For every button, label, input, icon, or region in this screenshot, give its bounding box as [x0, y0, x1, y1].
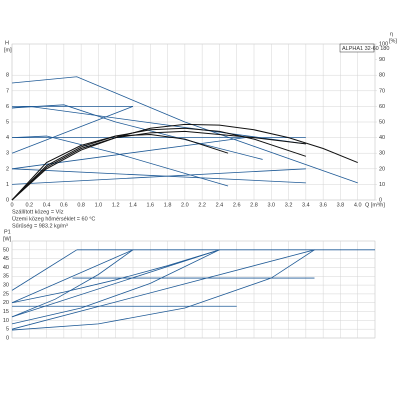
- y2-tick-label: 90: [379, 57, 385, 63]
- x-tick-label: 0.8: [77, 202, 85, 208]
- plot-area: [11, 240, 376, 339]
- y2-tick-label: 80: [379, 73, 385, 79]
- note: Szállított közeg = Víz: [12, 209, 64, 215]
- y-label: P1: [4, 229, 11, 235]
- curve: [11, 168, 306, 185]
- x-tick-label: 0: [10, 202, 13, 208]
- x-tick-label: 3.8: [337, 202, 345, 208]
- y2-tick-label: 70: [379, 88, 385, 94]
- y-unit: [W]: [3, 236, 12, 242]
- curve: [11, 249, 220, 325]
- y-tick-label: 40: [3, 265, 9, 271]
- y-tick-label: 7: [6, 88, 9, 94]
- curve: [11, 106, 134, 154]
- x-tick-label: 1.4: [129, 202, 137, 208]
- curve: [11, 123, 358, 201]
- y2-tick-label: 40: [379, 135, 385, 141]
- y-unit: [m]: [4, 47, 12, 53]
- curve: [11, 105, 306, 145]
- curve: [11, 249, 315, 330]
- x-tick-label: 0.2: [25, 202, 33, 208]
- x-tick-label: 1.6: [146, 202, 154, 208]
- y-tick-label: 4: [6, 135, 9, 141]
- x-tick-label: 1.2: [112, 202, 120, 208]
- x-tick-label: 2.4: [216, 202, 224, 208]
- note: Sűrűség = 983.2 kg/m³: [12, 223, 68, 229]
- y-tick-label: 8: [6, 73, 9, 79]
- y2-tick-label: 60: [379, 104, 385, 110]
- note: Üzemi közeg hőmérséklet = 60 °C: [12, 215, 95, 222]
- y2-tick-label: 0: [379, 197, 382, 203]
- x-tick-label: 3.4: [302, 202, 310, 208]
- y-tick-label: 30: [3, 283, 9, 289]
- x-tick-label: 2.2: [198, 202, 206, 208]
- y-tick-label: 0: [6, 197, 9, 203]
- curve: [11, 249, 220, 304]
- x-tick-label: 3.0: [267, 202, 275, 208]
- y-tick-label: 5: [6, 327, 9, 333]
- x-tick-label: 3.2: [285, 202, 293, 208]
- x-tick-label: 2.0: [181, 202, 189, 208]
- y-tick-label: 6: [6, 104, 9, 110]
- y-label: H: [5, 40, 9, 46]
- y-tick-label: 1: [6, 182, 9, 188]
- x-tick-label: 4.0: [354, 202, 362, 208]
- y-tick-label: 45: [3, 256, 9, 262]
- y2-tick-label: 50: [379, 119, 385, 125]
- curve: [11, 249, 315, 331]
- x-tick-label: 0.4: [43, 202, 51, 208]
- title-box: [339, 43, 375, 53]
- chart-title: ALPHA1 32-60 180: [342, 46, 389, 52]
- curve: [11, 249, 134, 304]
- curve: [11, 135, 229, 187]
- curve: [11, 249, 220, 318]
- x-tick-label: 3.6: [319, 202, 327, 208]
- y-tick-label: 20: [3, 300, 9, 306]
- curve: [11, 133, 229, 201]
- x-tick-label: 2.6: [233, 202, 241, 208]
- y-tick-label: 25: [3, 291, 9, 297]
- y2-tick-label: 30: [379, 151, 385, 157]
- y-tick-label: 15: [3, 309, 9, 315]
- y-tick-label: 35: [3, 274, 9, 280]
- curve: [11, 249, 134, 318]
- y2-label: η: [390, 31, 393, 37]
- x-label: Q [m³/h]: [365, 202, 385, 208]
- x-tick-label: 1.8: [164, 202, 172, 208]
- x-tick-label: 1.0: [95, 202, 103, 208]
- y-tick-label: 10: [3, 318, 9, 324]
- y2-tick-label: 20: [379, 166, 385, 172]
- x-tick-label: 2.8: [250, 202, 258, 208]
- y-tick-label: 2: [6, 166, 9, 172]
- y2-tick-label: 100: [379, 41, 388, 47]
- y2-tick-label: 10: [379, 182, 385, 188]
- curve: [11, 168, 306, 184]
- y2-unit: [%]: [389, 38, 397, 44]
- y-tick-label: 0: [6, 335, 9, 341]
- y-tick-label: 50: [3, 247, 9, 253]
- curve: [11, 130, 306, 201]
- curve: [11, 249, 78, 291]
- y-tick-label: 5: [6, 119, 9, 125]
- x-tick-label: 0.6: [60, 202, 68, 208]
- curve: [11, 76, 358, 184]
- y-tick-label: 3: [6, 151, 9, 157]
